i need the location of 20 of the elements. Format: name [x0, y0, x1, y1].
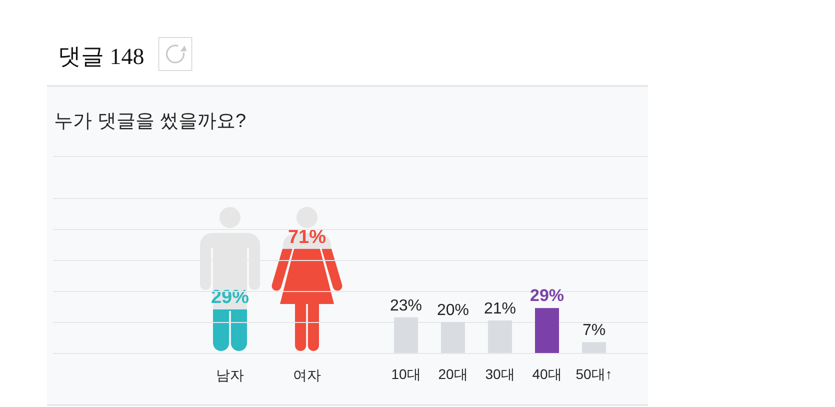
x-tick-label: 남자: [216, 367, 244, 383]
data-label: 21%: [484, 300, 516, 318]
x-tick-label: 50대↑: [576, 366, 612, 382]
bar: [535, 308, 559, 353]
chart-subtitle: 누가 댓글을 썼을까요?: [54, 111, 246, 132]
x-tick-label: 20대: [438, 366, 468, 382]
chart-title: 댓글 148: [58, 44, 144, 69]
data-label: 7%: [582, 322, 606, 340]
data-label: 29%: [530, 286, 564, 306]
x-tick-label: 여자: [293, 367, 321, 383]
x-tick-label: 30대: [485, 366, 515, 382]
data-label: 23%: [390, 297, 422, 314]
x-tick-label: 40대: [532, 366, 562, 382]
bar: [441, 322, 465, 353]
x-tick-label: 10대: [391, 366, 421, 382]
bar: [582, 342, 606, 353]
bar: [394, 317, 418, 353]
data-label: 71%: [288, 226, 326, 248]
data-label: 20%: [436, 302, 470, 319]
bar: [488, 320, 512, 353]
